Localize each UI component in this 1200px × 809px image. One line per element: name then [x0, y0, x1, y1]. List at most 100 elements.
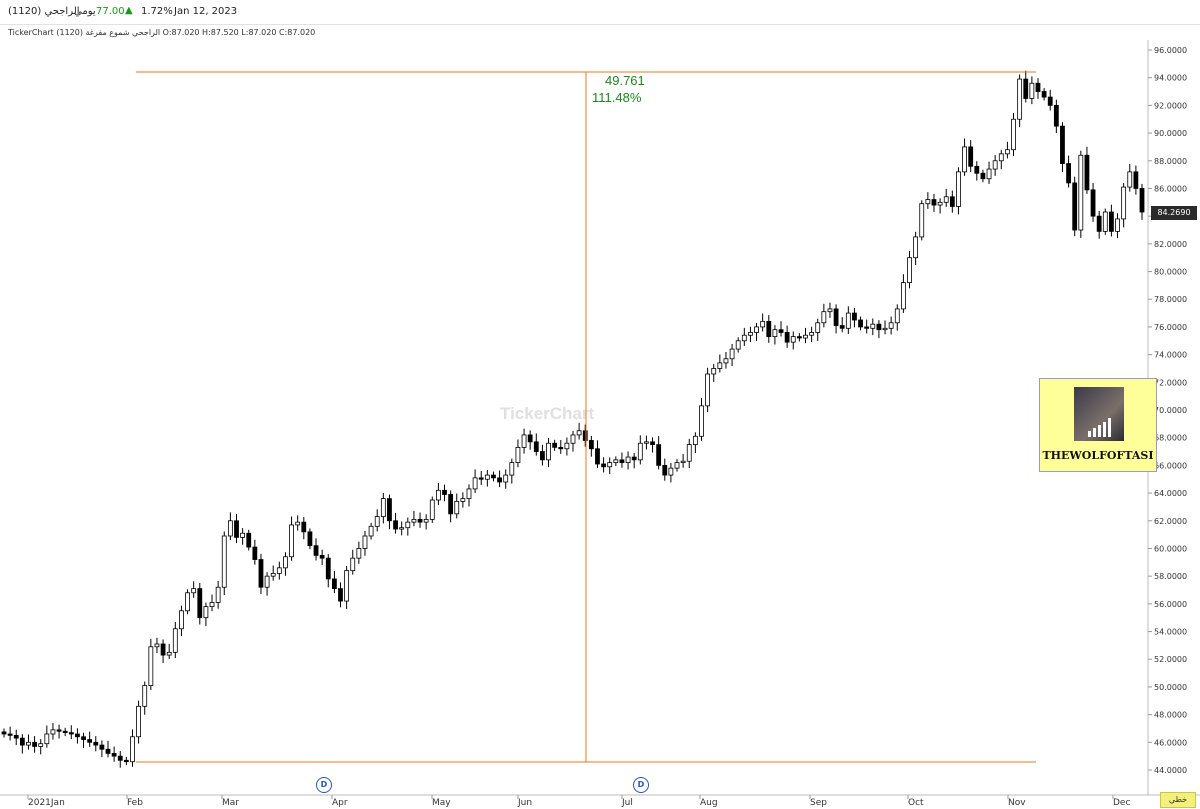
candle-body [533, 441, 539, 452]
candle-body [858, 319, 863, 328]
candle-body [809, 332, 815, 336]
candle-body [356, 548, 362, 559]
candle-body [38, 743, 44, 747]
candle-body [295, 521, 301, 526]
candle-body [686, 444, 692, 462]
candle-body [692, 435, 698, 446]
candle-body [203, 606, 209, 619]
candle-body [821, 311, 827, 324]
candle-body [264, 575, 270, 588]
candle-body [741, 334, 747, 342]
candle-body [93, 741, 99, 746]
candle-body [350, 557, 356, 572]
price-tick-label: 70.0000 [1154, 406, 1187, 415]
candle-body [962, 146, 967, 173]
candle-body [435, 489, 441, 501]
price-tick-label: 92.0000 [1154, 101, 1187, 110]
candle-body [607, 462, 613, 468]
watermark-badge: THEWOLFOFTASI [1039, 378, 1157, 472]
candle-body [1109, 211, 1114, 232]
candle-body [179, 610, 184, 630]
candle-body [509, 462, 515, 476]
price-tick-label: 96.0000 [1154, 46, 1187, 55]
candle-body [105, 748, 111, 754]
watermark-text: TickerChart [500, 404, 595, 423]
time-tick-label: Nov [1008, 798, 1026, 808]
chart-style-button[interactable]: خطي [1160, 792, 1196, 808]
price-tick-label: 78.0000 [1154, 295, 1187, 304]
candle-body [803, 334, 808, 339]
candle-body [313, 545, 319, 556]
candle-body [601, 463, 606, 468]
candle-body [1, 731, 7, 735]
price-tick-label: 86.0000 [1154, 184, 1187, 193]
candle-body [588, 440, 594, 450]
candle-body [876, 323, 882, 331]
candle-body [558, 446, 564, 450]
price-tick-label: 80.0000 [1154, 268, 1187, 277]
period-label[interactable]: يومي [74, 6, 96, 17]
time-tick-label: May [432, 798, 451, 808]
candle-body [1090, 189, 1096, 217]
time-axis: 2021Jan Feb Mar Apr May Jun Jul Aug Sep Oct Nov Dec [0, 794, 1200, 808]
candle-body [998, 153, 1004, 162]
candle-body [582, 430, 588, 441]
candle-body [276, 567, 282, 574]
candle-body [75, 733, 80, 738]
candle-body [87, 739, 93, 743]
candle-body [949, 196, 955, 207]
candle-body [1004, 149, 1010, 155]
candle-body [270, 572, 276, 577]
candle-body [931, 199, 937, 206]
price-tick-label: 62.0000 [1154, 517, 1187, 526]
stock-name: (1120) الراجحي [8, 6, 80, 17]
dividend-marker-1[interactable]: D [316, 777, 332, 793]
candle-body [748, 332, 753, 336]
time-tick-label: 2021Jan [28, 798, 65, 808]
candle-body [864, 326, 870, 329]
candle-body [631, 456, 637, 461]
candle-body [411, 518, 417, 523]
candle-body [148, 646, 154, 686]
candle-body [497, 477, 502, 483]
candle-body [123, 759, 129, 763]
candle-body [289, 524, 294, 558]
candle-body [301, 521, 307, 533]
candle-body [1023, 78, 1029, 99]
candle-body [1139, 188, 1145, 213]
candle-body [252, 546, 258, 560]
candle-body [668, 467, 674, 476]
candle-body [699, 405, 704, 437]
candle-body [130, 736, 135, 763]
candle-body [344, 570, 350, 602]
candle-body [491, 474, 496, 479]
candle-body [540, 451, 545, 461]
candle-body [26, 741, 31, 746]
candle-body [234, 520, 239, 538]
candle-body [331, 578, 337, 590]
candle-body [546, 442, 551, 461]
candle-body [172, 628, 178, 653]
candle-body [442, 489, 447, 495]
candle-body [215, 586, 221, 603]
candle-body [99, 744, 105, 750]
time-tick-label: Apr [332, 798, 348, 808]
candle-body [417, 518, 423, 523]
candle-body [637, 442, 643, 461]
candle-body [56, 729, 62, 732]
time-tick-label: Sep [810, 798, 827, 808]
candle-body [13, 734, 19, 739]
candle-body [796, 336, 802, 339]
candle-body [656, 444, 662, 466]
candle-body [956, 171, 961, 207]
dividend-marker-2[interactable]: D [633, 777, 649, 793]
candle-body [845, 312, 851, 329]
time-tick-label: Oct [908, 798, 924, 808]
candle-body [570, 434, 576, 444]
candle-body [778, 329, 784, 333]
candle-body [674, 462, 680, 469]
candle-body [227, 520, 233, 537]
candle-body [283, 556, 288, 569]
candle-body [515, 446, 521, 464]
